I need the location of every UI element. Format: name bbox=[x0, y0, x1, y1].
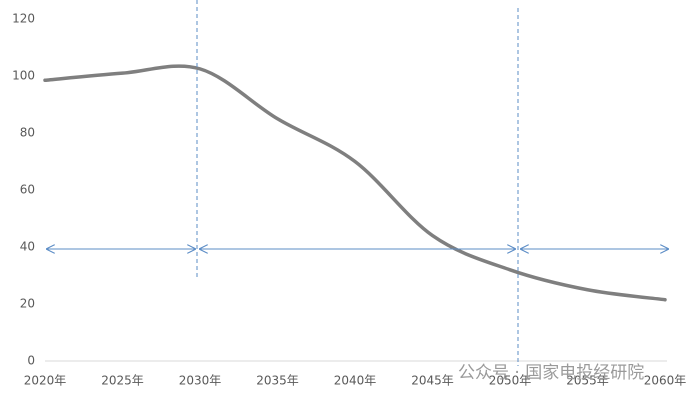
y-tick-label: 20 bbox=[20, 297, 35, 311]
x-tick-label: 2040年 bbox=[334, 374, 377, 388]
x-tick-label: 2060年 bbox=[644, 374, 687, 388]
y-tick-label: 100 bbox=[12, 69, 35, 83]
x-tick-label: 2025年 bbox=[101, 374, 144, 388]
y-tick-label: 40 bbox=[20, 240, 35, 254]
line bbox=[43, 64, 667, 302]
x-tick-label: 2050年 bbox=[489, 374, 532, 388]
plot: 0 20 40 60 80 100 120 2020年 2025年 2030年 2035年 2040年… bbox=[12, 12, 686, 388]
x-tick-label: 2055年 bbox=[566, 374, 609, 388]
y-tick-label: 0 bbox=[27, 354, 35, 368]
y-tick-label: 120 bbox=[12, 12, 35, 26]
y-tick-label: 80 bbox=[20, 126, 35, 140]
x-tick-label: 2030年 bbox=[179, 374, 222, 388]
x-tick-label: 2035年 bbox=[256, 374, 299, 388]
x-tick-label: 2045年 bbox=[411, 374, 454, 388]
x-tick-label: 2020年 bbox=[24, 374, 67, 388]
y-tick-label: 60 bbox=[20, 183, 35, 197]
watermark: 公众号 · 国家电投经研院 bbox=[458, 363, 644, 383]
